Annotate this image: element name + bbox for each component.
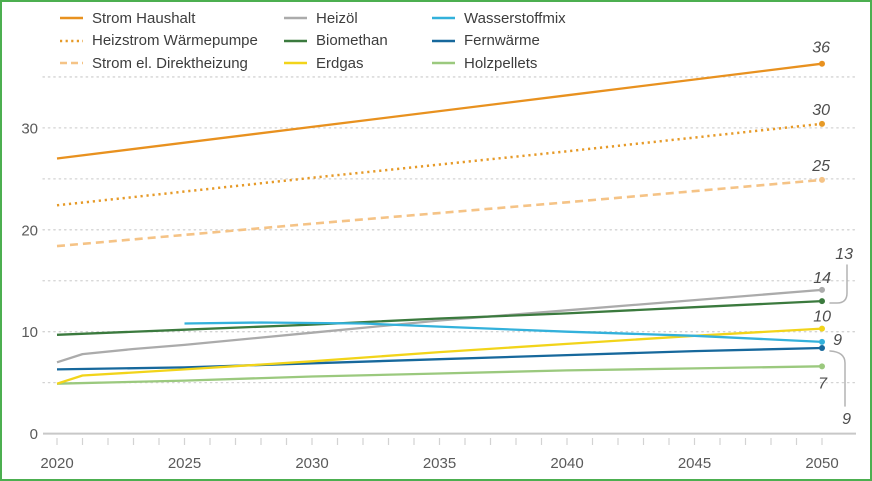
- series-endpoint-strom-haushalt: [819, 60, 825, 67]
- value-label-strom-el-direktheizung: 25: [811, 158, 830, 175]
- legend-item-strom-haushalt: Strom Haushalt: [60, 7, 258, 30]
- x-axis-label: 2050: [805, 455, 838, 472]
- value-label-strom-haushalt: 36: [812, 40, 830, 57]
- series-line-erdgas: [56, 327, 823, 385]
- x-axis-label: 2045: [678, 455, 711, 472]
- legend-column: Wasserstoffmix Fernwärme Holzpellets: [432, 7, 566, 75]
- series-line-wasserstoffmix: [184, 321, 823, 344]
- legend-label: Strom Haushalt: [92, 9, 196, 27]
- legend-label: Holzpellets: [464, 54, 538, 72]
- y-axis-label: 20: [21, 222, 38, 239]
- value-label-heizstrom-waermepumpe: 30: [812, 102, 830, 119]
- leader-line-fernwaerme: [829, 350, 846, 407]
- legend-line-icon: [60, 39, 83, 43]
- legend-item-wasserstoffmix: Wasserstoffmix: [432, 7, 566, 30]
- legend-column: Strom Haushalt Heizstrom Wärmepumpe Strom …: [60, 7, 258, 75]
- legend-line-icon: [60, 61, 83, 65]
- legend-label: Wasserstoffmix: [464, 9, 566, 27]
- x-axis-label: 2035: [423, 455, 456, 472]
- value-label-holzpellets: 7: [818, 375, 828, 392]
- legend-line-icon: [432, 62, 455, 65]
- series-line-strom-el-direktheizung: [56, 178, 823, 248]
- series-endpoint-fernwaerme: [819, 345, 825, 352]
- legend-column: Heizöl Biomethan Erdgas: [284, 7, 388, 75]
- legend-item-biomethan: Biomethan: [284, 30, 388, 53]
- series-endpoint-biomethan: [819, 298, 825, 305]
- legend-label: Biomethan: [316, 32, 388, 50]
- y-axis-label: 30: [21, 120, 38, 137]
- value-label-biomethan: 13: [835, 246, 853, 263]
- legend-line-icon: [284, 17, 307, 20]
- x-axis-label: 2040: [550, 455, 583, 472]
- value-label-heizoel: 14: [813, 270, 831, 287]
- value-label-wasserstoffmix: 9: [833, 332, 842, 349]
- legend-line-icon: [432, 39, 455, 42]
- legend-label: Fernwärme: [464, 32, 540, 50]
- series-endpoint-heizoel: [819, 286, 825, 293]
- series-line-biomethan: [56, 299, 823, 336]
- x-axis-label: 2030: [295, 455, 328, 472]
- series-line-fernwaerme: [56, 346, 823, 371]
- series-endpoint-strom-el-direktheizung: [819, 176, 825, 183]
- series-endpoint-heizstrom-waermepumpe: [819, 120, 825, 127]
- legend-item-erdgas: Erdgas: [284, 52, 388, 75]
- y-axis-label: 0: [30, 426, 38, 443]
- legend-label: Strom el. Direktheizung: [92, 54, 248, 72]
- legend-line-icon: [60, 17, 83, 20]
- legend-item-heizstrom-waermepumpe: Heizstrom Wärmepumpe: [60, 30, 258, 53]
- legend-item-fernwaerme: Fernwärme: [432, 30, 566, 53]
- series-endpoint-erdgas: [819, 325, 825, 332]
- y-axis-label: 10: [21, 324, 38, 341]
- legend-line-icon: [432, 17, 455, 20]
- legend-item-strom-el-direktheizung: Strom el. Direktheizung: [60, 52, 258, 75]
- legend-label: Heizöl: [316, 9, 358, 27]
- legend-item-heizoel: Heizöl: [284, 7, 388, 30]
- legend-line-icon: [284, 62, 307, 65]
- leader-line-biomethan: [829, 264, 848, 304]
- series-endpoint-wasserstoffmix: [819, 338, 825, 345]
- value-label-fernwaerme: 9: [842, 411, 851, 428]
- legend-label: Heizstrom Wärmepumpe: [92, 32, 258, 50]
- legend-item-holzpellets: Holzpellets: [432, 52, 566, 75]
- series-line-heizstrom-waermepumpe: [56, 122, 823, 207]
- series-line-heizoel: [56, 288, 823, 364]
- series-line-strom-haushalt: [56, 62, 823, 160]
- x-axis-label: 2020: [40, 455, 73, 472]
- legend-label: Erdgas: [316, 54, 364, 72]
- series-line-holzpellets: [56, 365, 823, 385]
- x-axis-label: 2025: [168, 455, 201, 472]
- value-label-erdgas: 10: [813, 309, 831, 326]
- series-endpoint-holzpellets: [819, 363, 825, 370]
- legend-line-icon: [284, 39, 307, 42]
